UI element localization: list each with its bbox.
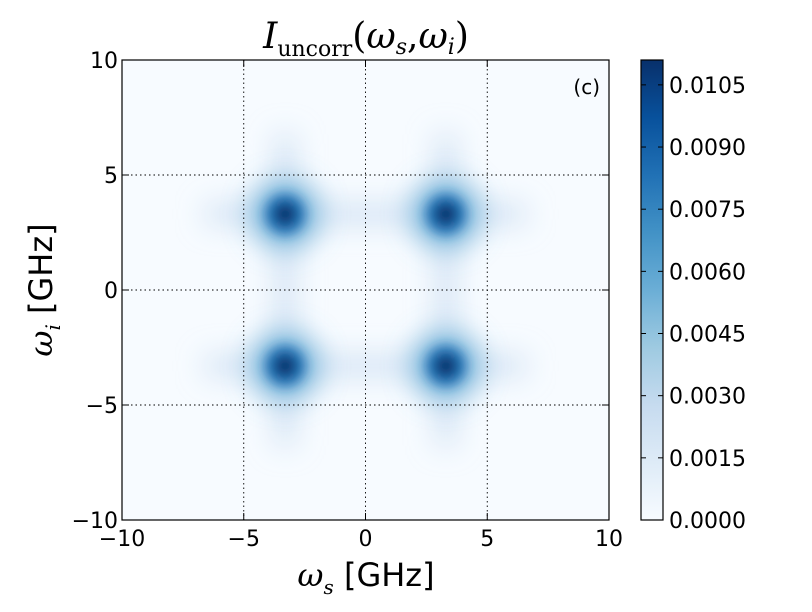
colorbar-tick-label: 0.0075 bbox=[669, 198, 746, 223]
title-subscript: uncorr bbox=[277, 37, 352, 62]
y-tick-label: −5 bbox=[86, 394, 118, 419]
chart-title: Iuncorr(ωs,ωi) bbox=[262, 16, 469, 62]
heatmap-layer bbox=[205, 134, 526, 446]
grid-lines bbox=[122, 60, 609, 520]
x-axis-title: ωs [GHz] bbox=[297, 556, 434, 599]
y-axis-ticks: −10 −5 0 5 10 bbox=[72, 49, 609, 534]
title-arg-2-sub: i bbox=[448, 35, 455, 60]
y-axis-unit: [GHz] bbox=[22, 223, 60, 314]
heat-cores bbox=[265, 194, 466, 386]
y-axis-symbol: ω bbox=[22, 331, 60, 357]
x-axis-symbol: ω bbox=[297, 556, 323, 594]
colorbar bbox=[640, 59, 664, 521]
x-tick-label: −5 bbox=[228, 527, 260, 552]
colorbar-tick-label: 0.0015 bbox=[669, 447, 746, 472]
x-axis-ticks: −10 −5 0 5 10 bbox=[99, 60, 623, 552]
x-tick-label: −10 bbox=[99, 527, 145, 552]
x-axis-subscript: s bbox=[324, 575, 334, 599]
heat-peak bbox=[274, 203, 297, 226]
colorbar-tick-label: 0.0090 bbox=[669, 136, 746, 161]
colorbar-tick-label: 0.0060 bbox=[669, 260, 746, 285]
x-axis-unit: [GHz] bbox=[344, 556, 435, 594]
x-tick-label: 5 bbox=[480, 527, 494, 552]
colorbar-tick-label: 0.0030 bbox=[669, 385, 746, 410]
heat-peak bbox=[434, 203, 457, 226]
y-tick-label: −10 bbox=[72, 509, 118, 534]
colorbar-tick-label: 0.0045 bbox=[669, 323, 746, 348]
colorbar-tick-label: 0.0105 bbox=[669, 74, 746, 99]
y-axis-title: ωi [GHz] bbox=[22, 223, 65, 356]
y-tick-label: 0 bbox=[104, 279, 118, 304]
y-tick-label: 10 bbox=[90, 49, 118, 74]
colorbar-ticks: 0.0000 0.0015 0.0030 0.0045 0.0060 0.0075 0.00… bbox=[641, 74, 746, 534]
x-tick-label: 0 bbox=[359, 527, 373, 552]
colorbar-tick-label: 0.0000 bbox=[669, 509, 746, 534]
title-arg-2: ω bbox=[418, 16, 447, 57]
panel-label: (c) bbox=[573, 75, 600, 99]
y-tick-label: 5 bbox=[104, 164, 118, 189]
y-axis-subscript: i bbox=[41, 324, 65, 330]
title-symbol: I bbox=[262, 16, 278, 57]
title-arg-1: ω bbox=[366, 16, 395, 57]
heat-peak bbox=[274, 354, 297, 377]
title-arg-1-sub: s bbox=[396, 35, 407, 60]
x-tick-label: 10 bbox=[595, 527, 623, 552]
heat-peak bbox=[434, 354, 457, 377]
